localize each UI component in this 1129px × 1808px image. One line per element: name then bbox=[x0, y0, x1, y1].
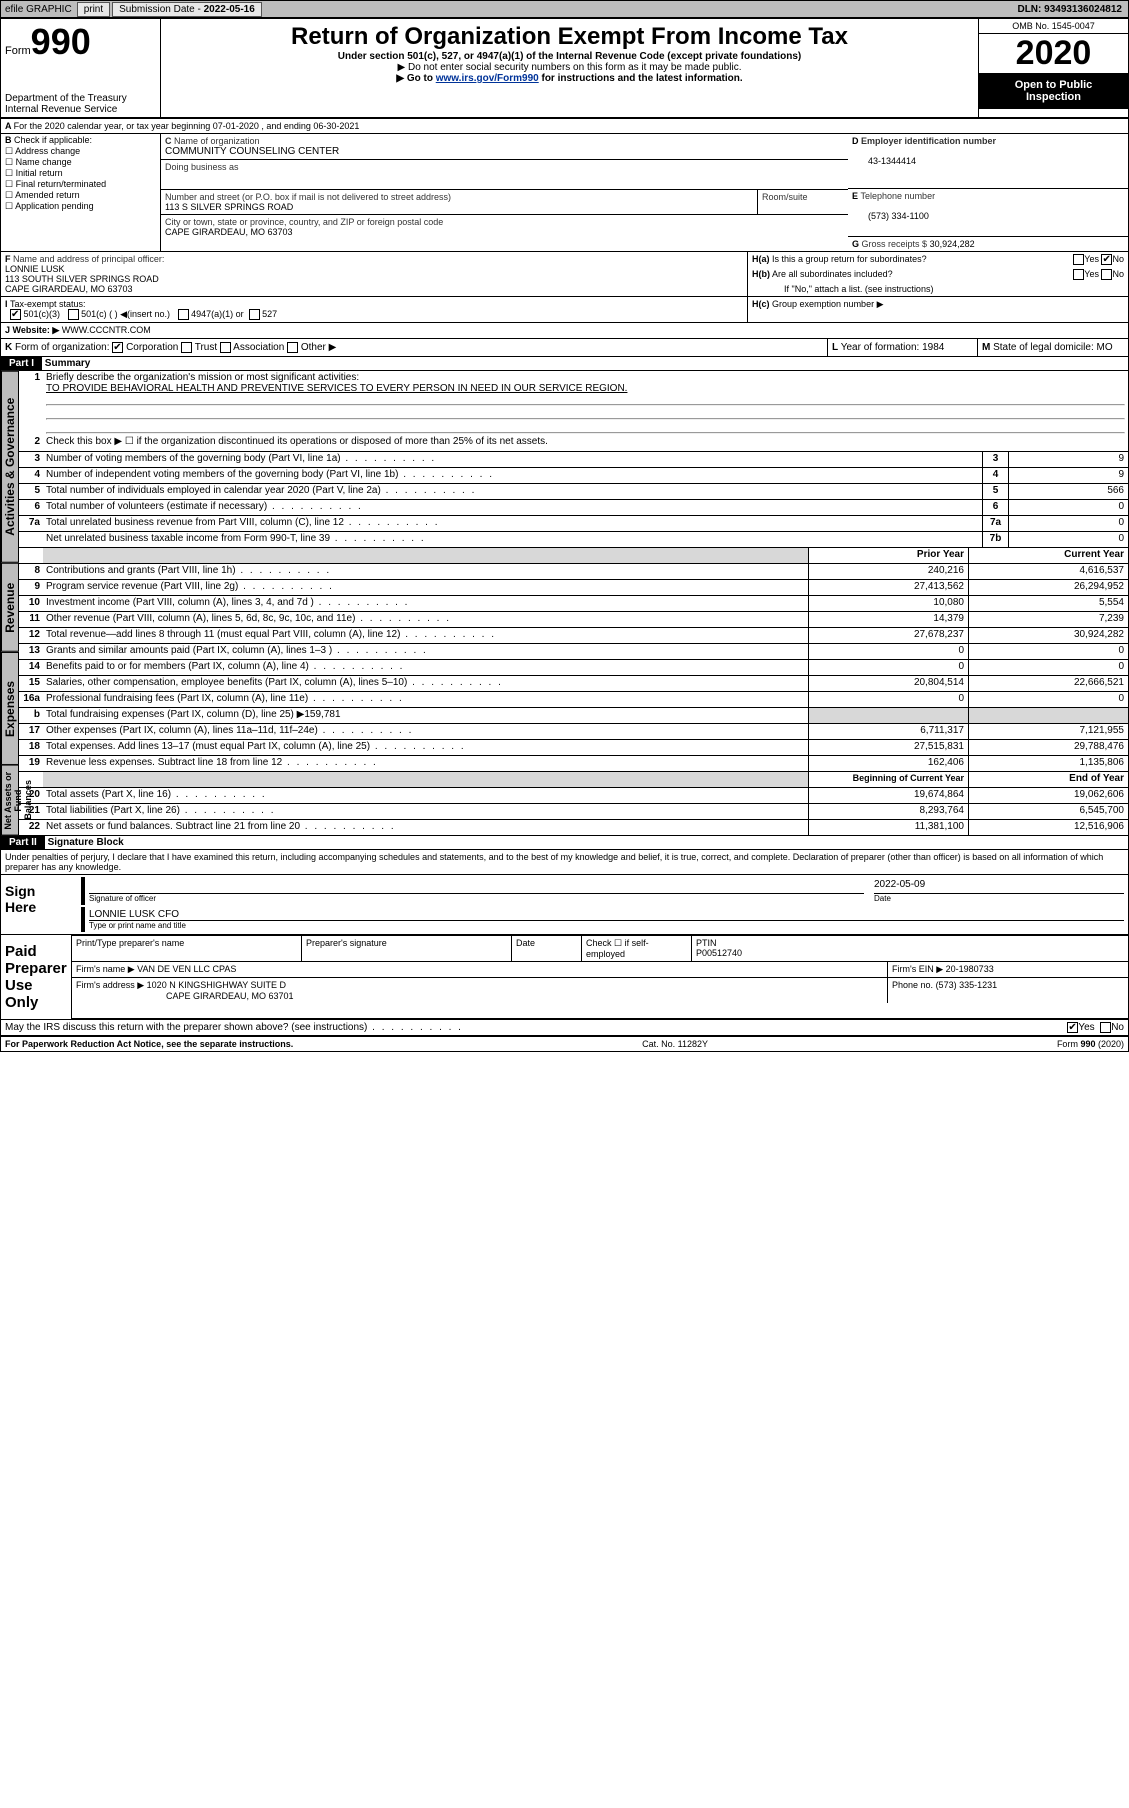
chk-corp[interactable] bbox=[112, 342, 123, 353]
summary-row: 12Total revenue—add lines 8 through 11 (… bbox=[19, 627, 1128, 643]
form-note-ssn: ▶ Do not enter social security numbers o… bbox=[165, 62, 974, 73]
summary-row: 6Total number of volunteers (estimate if… bbox=[19, 499, 1128, 515]
line-a: A For the 2020 calendar year, or tax yea… bbox=[1, 119, 1128, 134]
officer-sig-name: LONNIE LUSK CFO bbox=[89, 909, 1124, 920]
chk-trust[interactable] bbox=[181, 342, 192, 353]
summary-row: 16aProfessional fundraising fees (Part I… bbox=[19, 691, 1128, 707]
chk-final-return[interactable]: ☐ Final return/terminated bbox=[1, 179, 160, 190]
summary-row: 4Number of independent voting members of… bbox=[19, 467, 1128, 483]
submission-date-button[interactable]: Submission Date - 2022-05-16 bbox=[112, 2, 262, 17]
sign-here: Sign Here Signature of officer 2022-05-0… bbox=[1, 874, 1128, 934]
irs-link[interactable]: www.irs.gov/Form990 bbox=[436, 73, 539, 84]
summary-row: 19Revenue less expenses. Subtract line 1… bbox=[19, 755, 1128, 771]
chk-discuss-no[interactable] bbox=[1100, 1022, 1111, 1033]
ein: 43-1344414 bbox=[852, 156, 916, 166]
sidetab-rev: Revenue bbox=[1, 563, 19, 652]
chk-501c3[interactable] bbox=[10, 309, 21, 320]
chk-4947[interactable] bbox=[178, 309, 189, 320]
mission: TO PROVIDE BEHAVIORAL HEALTH AND PREVENT… bbox=[46, 383, 627, 394]
firm-ein: 20-1980733 bbox=[946, 964, 994, 974]
form-header: Form990 Department of the Treasury Inter… bbox=[1, 19, 1128, 119]
org-name: COMMUNITY COUNSELING CENTER bbox=[165, 146, 339, 157]
top-toolbar: efile GRAPHIC print Submission Date - 20… bbox=[0, 0, 1129, 18]
firm-name: VAN DE VEN LLC CPAS bbox=[137, 964, 236, 974]
perjury-text: Under penalties of perjury, I declare th… bbox=[1, 850, 1128, 874]
website: WWW.CCCNTR.COM bbox=[62, 325, 151, 335]
chk-discuss-yes[interactable] bbox=[1067, 1022, 1078, 1033]
col-c-org-info: C Name of organizationCOMMUNITY COUNSELI… bbox=[161, 134, 848, 251]
chk-assoc[interactable] bbox=[220, 342, 231, 353]
summary-row: 22Net assets or fund balances. Subtract … bbox=[19, 819, 1128, 835]
tax-year: 2020 bbox=[979, 34, 1128, 73]
sidetab-exp: Expenses bbox=[1, 652, 19, 765]
firm-phone: (573) 335-1231 bbox=[936, 980, 998, 990]
org-city: CAPE GIRARDEAU, MO 63703 bbox=[165, 227, 293, 237]
chk-initial-return[interactable]: ☐ Initial return bbox=[1, 168, 160, 179]
summary-row: 18Total expenses. Add lines 13–17 (must … bbox=[19, 739, 1128, 755]
sign-date: 2022-05-09 bbox=[874, 879, 1124, 893]
col-b-checkboxes: B Check if applicable: ☐ Address change … bbox=[1, 134, 161, 251]
efile-label: efile GRAPHIC bbox=[1, 4, 76, 15]
officer-name: LONNIE LUSK bbox=[5, 264, 65, 274]
form-note-link: ▶ Go to www.irs.gov/Form990 for instruct… bbox=[165, 73, 974, 84]
phone: (573) 334-1100 bbox=[852, 211, 929, 221]
summary-row: 14Benefits paid to or for members (Part … bbox=[19, 659, 1128, 675]
print-button[interactable]: print bbox=[77, 2, 110, 17]
part1-header: Part I Summary bbox=[1, 357, 1128, 371]
summary: Activities & Governance Revenue Expenses… bbox=[1, 371, 1128, 835]
chk-app-pending[interactable]: ☐ Application pending bbox=[1, 201, 160, 212]
chk-address-change[interactable]: ☐ Address change bbox=[1, 146, 160, 157]
summary-row: 20Total assets (Part X, line 16)19,674,8… bbox=[19, 787, 1128, 803]
summary-row: 15Salaries, other compensation, employee… bbox=[19, 675, 1128, 691]
ptin: P00512740 bbox=[696, 948, 742, 958]
section-klm: K Form of organization: Corporation Trus… bbox=[1, 339, 1128, 357]
summary-row: Net unrelated business taxable income fr… bbox=[19, 531, 1128, 547]
chk-501c[interactable] bbox=[68, 309, 79, 320]
omb-number: OMB No. 1545-0047 bbox=[979, 19, 1128, 34]
sidetab-ag: Activities & Governance bbox=[1, 371, 19, 563]
dept-treasury: Department of the Treasury bbox=[5, 93, 156, 104]
form-990: Form990 Department of the Treasury Inter… bbox=[0, 18, 1129, 1052]
paid-preparer: Paid Preparer Use Only Print/Type prepar… bbox=[1, 934, 1128, 1020]
footer: For Paperwork Reduction Act Notice, see … bbox=[1, 1037, 1128, 1051]
summary-row: 10Investment income (Part VIII, column (… bbox=[19, 595, 1128, 611]
col-d-ein: D Employer identification number43-13444… bbox=[848, 134, 1128, 251]
chk-amended[interactable]: ☐ Amended return bbox=[1, 190, 160, 201]
form-number: Form990 bbox=[5, 21, 156, 63]
open-to-public: Open to PublicInspection bbox=[979, 73, 1128, 109]
form-title: Return of Organization Exempt From Incom… bbox=[165, 23, 974, 51]
summary-row: 8Contributions and grants (Part VIII, li… bbox=[19, 563, 1128, 579]
summary-row: 7aTotal unrelated business revenue from … bbox=[19, 515, 1128, 531]
summary-row: 3Number of voting members of the governi… bbox=[19, 451, 1128, 467]
dept-irs: Internal Revenue Service bbox=[5, 104, 156, 115]
chk-other[interactable] bbox=[287, 342, 298, 353]
section-abc: B Check if applicable: ☐ Address change … bbox=[1, 134, 1128, 251]
summary-row: 13Grants and similar amounts paid (Part … bbox=[19, 643, 1128, 659]
chk-name-change[interactable]: ☐ Name change bbox=[1, 157, 160, 168]
sidetab-na: Net Assets or Fund Balances bbox=[1, 765, 19, 836]
summary-row: 9Program service revenue (Part VIII, lin… bbox=[19, 579, 1128, 595]
gross-receipts: 30,924,282 bbox=[930, 239, 975, 249]
summary-row: 5Total number of individuals employed in… bbox=[19, 483, 1128, 499]
section-fhi: F Name and address of principal officer:… bbox=[1, 251, 1128, 322]
summary-row: 17Other expenses (Part IX, column (A), l… bbox=[19, 723, 1128, 739]
form-subtitle: Under section 501(c), 527, or 4947(a)(1)… bbox=[165, 51, 974, 62]
summary-row: 21Total liabilities (Part X, line 26)8,2… bbox=[19, 803, 1128, 819]
part2-header: Part II Signature Block bbox=[1, 835, 1128, 850]
summary-row: 11Other revenue (Part VIII, column (A), … bbox=[19, 611, 1128, 627]
dln-label: DLN: 93493136024812 bbox=[1017, 4, 1128, 15]
discuss-row: May the IRS discuss this return with the… bbox=[1, 1020, 1128, 1037]
org-address: 113 S SILVER SPRINGS ROAD bbox=[165, 202, 293, 212]
chk-527[interactable] bbox=[249, 309, 260, 320]
